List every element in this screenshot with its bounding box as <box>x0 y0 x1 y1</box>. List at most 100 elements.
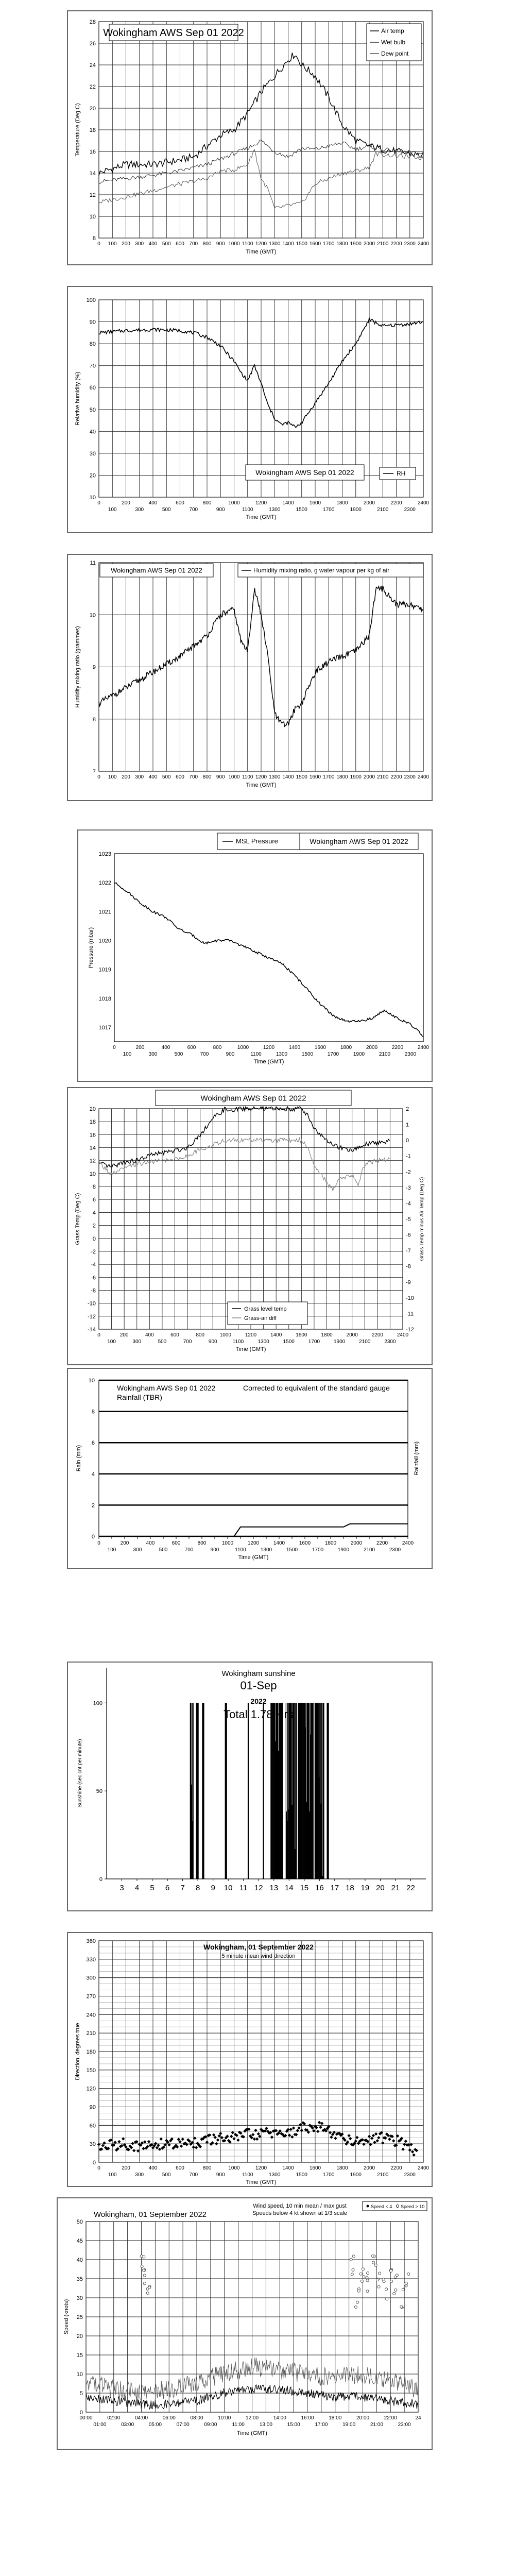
temp-legend-label: Dew point <box>381 50 409 57</box>
dir-point <box>295 2133 298 2137</box>
dir-point <box>248 2134 252 2138</box>
dir-point <box>132 2149 136 2153</box>
pres-x-tick-label: 700 <box>200 1052 209 1057</box>
dir-x-tick-label: 800 <box>203 2165 212 2171</box>
wind-x-tick-label: 02:00 <box>107 2415 120 2421</box>
grass-legend-label: Grass-air diff <box>244 1315 277 1321</box>
dir-point <box>113 2141 117 2144</box>
wind-gust-point <box>385 2297 389 2301</box>
dir-point <box>378 2132 382 2136</box>
temp-x-tick-label: 900 <box>216 241 225 247</box>
temperature-chart: 8 10 12 14 16 18 20 22 24 26 28 0 100 200 300 400 500 600… <box>75 19 430 255</box>
rain-x-tick-label: 1100 <box>235 1547 246 1553</box>
dir-x-tick-label: 200 <box>122 2165 130 2171</box>
dir-point <box>226 2134 229 2138</box>
dir-x-tick-label: 2400 <box>418 2165 430 2171</box>
temp-x-tick-label: 2100 <box>377 241 389 247</box>
grass-x-tick-label: 700 <box>183 1339 192 1345</box>
rain-x-tick-label: 400 <box>146 1540 155 1546</box>
rain-x-tick-label: 2100 <box>364 1547 375 1553</box>
wind-gust-point <box>392 2292 396 2295</box>
grass-x-tick-label: 300 <box>132 1339 141 1345</box>
pres-legend-label: MSL Pressure <box>236 837 278 845</box>
dir-point <box>355 2136 359 2140</box>
temp-x-tick-label: 800 <box>203 241 212 247</box>
temp-x-tick-label: 1400 <box>282 241 294 247</box>
dir-x-tick-label: 2200 <box>390 2165 402 2171</box>
temp-title-box <box>109 24 238 41</box>
mix-x-tick-label: 1000 <box>228 774 240 780</box>
dir-point <box>166 2140 170 2144</box>
dir-point <box>150 2143 153 2147</box>
dir-point <box>181 2137 184 2141</box>
grass-x-tick-label: 1200 <box>245 1332 257 1338</box>
dir-point <box>227 2139 231 2143</box>
rain-x-tick-label: 200 <box>121 1540 129 1546</box>
wind-gust-point <box>357 2289 360 2293</box>
rh-x-tick-label: 2200 <box>390 500 402 506</box>
rh-y-tick-label: 80 <box>90 341 96 347</box>
wind-x-tick-label: 05:00 <box>149 2422 162 2428</box>
grass-x-tick-label: 1100 <box>233 1339 244 1345</box>
dir-point <box>154 2142 158 2145</box>
grass-temp-chart-panel: -14 -12 -10 -8 -6 -4 -2 0 2 4 6 8 10 12 14 16 18 20 -12 -11… <box>67 1087 433 1365</box>
rain-x-axis-label: Time (GMT) <box>238 1554 269 1561</box>
dir-point <box>287 2133 291 2137</box>
pres-x-tick-label: 800 <box>213 1045 222 1050</box>
sun-x-tick-label: 16 <box>315 1884 324 1892</box>
wind-gust-point <box>374 2263 377 2267</box>
dir-x-tick-label: 100 <box>108 2172 117 2178</box>
temp-x-tick-label: 200 <box>122 241 130 247</box>
dir-x-tick-label: 1200 <box>255 2165 267 2171</box>
temp-x-tick-label: 2400 <box>418 241 430 247</box>
temp-legend-label: Wet bulb <box>381 39 405 46</box>
dir-point <box>167 2143 171 2147</box>
temp-y-tick-label: 18 <box>90 127 96 133</box>
pres-x-tick-label: 2100 <box>379 1052 391 1057</box>
dir-point <box>155 2146 159 2149</box>
dir-point <box>339 2133 343 2137</box>
wind-y-tick-label: 25 <box>77 2314 83 2320</box>
grass-y-tick-label: 14 <box>90 1145 96 1151</box>
pres-x-tick-label: 1800 <box>340 1045 352 1050</box>
sun-x-tick-label: 9 <box>211 1884 215 1892</box>
dir-point <box>165 2139 168 2143</box>
dir-y-tick-label: 120 <box>87 2086 96 2092</box>
dir-point <box>285 2129 289 2133</box>
dir-point <box>193 2136 197 2140</box>
grass-y-tick-label: 8 <box>93 1184 96 1190</box>
pres-y-tick-label: 1020 <box>99 938 111 944</box>
dir-y-tick-label: 90 <box>90 2105 96 2111</box>
temp-x-tick-label: 300 <box>135 241 144 247</box>
rh-x-tick-label: 700 <box>189 507 198 513</box>
wind-y-axis-label: Speed (knots) <box>63 2299 70 2334</box>
grass-series-grass-level-temp <box>98 1105 390 1168</box>
rh-y-tick-label: 60 <box>90 385 96 391</box>
dir-point <box>284 2133 287 2138</box>
wind-gust-point <box>365 2276 369 2279</box>
rain-x-tick-label: 1000 <box>222 1540 234 1546</box>
wind-gust-point <box>140 2255 143 2258</box>
wind-gust-point <box>355 2300 359 2304</box>
dir-point <box>219 2131 222 2136</box>
dir-point <box>251 2133 255 2137</box>
dir-point <box>144 2146 148 2150</box>
dir-point <box>252 2137 256 2141</box>
mix-x-tick-label: 1300 <box>269 774 281 780</box>
pres-title-box <box>299 833 419 850</box>
dir-point <box>396 2134 400 2138</box>
dir-point <box>250 2136 253 2140</box>
wind-series-gust <box>85 2357 418 2403</box>
temp-y-tick-label: 12 <box>90 192 96 198</box>
rain-plot-area <box>98 1380 408 1537</box>
pres-x-tick-label: 1400 <box>289 1045 301 1050</box>
wind-speed-chart: 0 5 10 15 20 25 30 35 40 45 50 00:00 02:00 04:00 06:00… <box>63 2201 427 2436</box>
dir-point <box>404 2139 408 2143</box>
wind-x-tick-label: 17:00 <box>315 2422 328 2428</box>
wind-y-tick-label: 15 <box>77 2352 83 2359</box>
dir-x-tick-label: 500 <box>162 2172 171 2178</box>
dir-point <box>347 2134 351 2138</box>
mix-series-line <box>98 585 424 727</box>
dir-point <box>118 2145 123 2148</box>
wind-y-tick-label: 5 <box>80 2391 83 2397</box>
